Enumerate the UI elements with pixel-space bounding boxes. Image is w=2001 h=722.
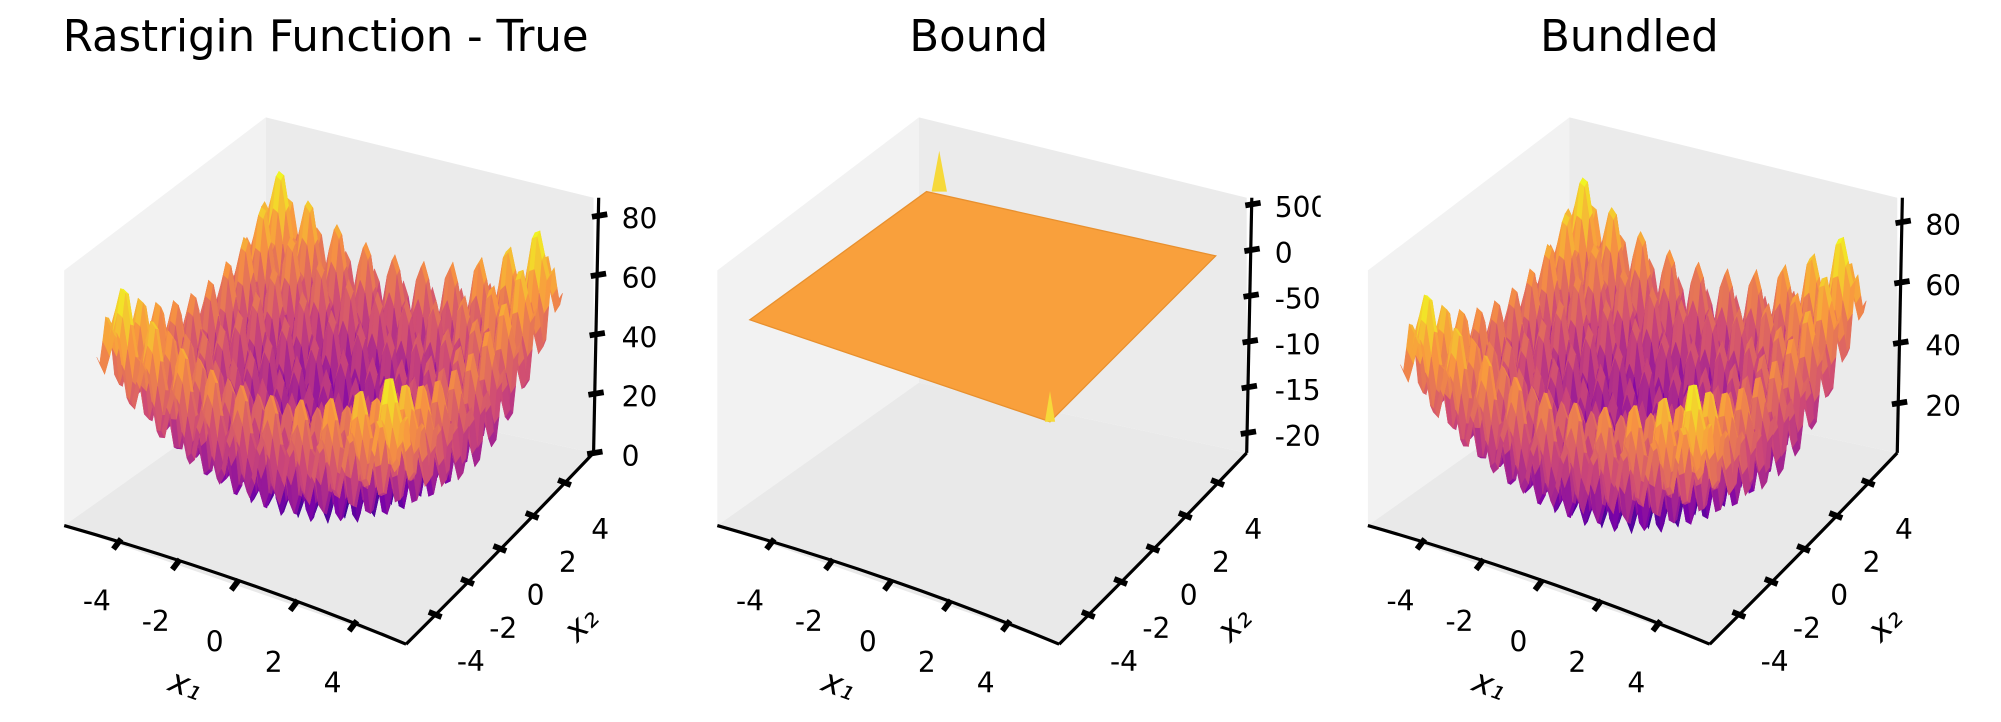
- x-axis-label: x₁: [816, 660, 861, 708]
- x-tick: [170, 557, 183, 572]
- z-tick-label: -500: [1275, 283, 1339, 316]
- y-tick: [524, 510, 540, 521]
- y-tick-label: 4: [591, 513, 609, 546]
- x-tick: [764, 537, 777, 551]
- y-tick-label: 0: [527, 579, 545, 612]
- y-tick: [427, 609, 443, 620]
- z-tick: [1244, 200, 1262, 209]
- x-tick-label: 2: [265, 646, 283, 679]
- x-tick-label: 4: [977, 666, 995, 699]
- x-tick: [229, 578, 242, 592]
- x-tick-label: 2: [918, 646, 936, 679]
- y-tick: [460, 576, 475, 587]
- z-tick: [591, 211, 608, 220]
- y-axis-label: x₂: [1208, 598, 1260, 650]
- surface: [1400, 177, 1867, 535]
- y-tick: [1080, 609, 1096, 620]
- y-tick: [492, 543, 508, 554]
- y-tick-label: -2: [489, 612, 517, 645]
- z-tick: [586, 448, 603, 457]
- x-tick-label: 4: [324, 666, 342, 699]
- z-axis-line: [591, 197, 601, 453]
- surface: [96, 170, 563, 524]
- x-tick: [823, 557, 836, 572]
- z-tick-label: -2000: [1275, 420, 1357, 453]
- y-tick-label: 2: [559, 546, 577, 579]
- z-axis-line: [1245, 197, 1254, 453]
- z-tick-label: 500: [1275, 191, 1329, 224]
- z-tick: [1242, 337, 1259, 346]
- y-tick: [1113, 576, 1129, 587]
- z-tick: [1242, 291, 1260, 300]
- x-tick-label: 0: [206, 626, 224, 659]
- plane: [748, 190, 1217, 423]
- y-tick-label: 2: [1212, 546, 1230, 579]
- chart-title: Rastrigin Function - True: [63, 12, 589, 62]
- surface-cell: [391, 458, 400, 473]
- y-tick: [557, 477, 572, 488]
- x-tick-label: -4: [736, 585, 764, 618]
- z-tick-label: 80: [622, 203, 658, 236]
- x-tick: [941, 598, 954, 613]
- chart-title: Bound: [909, 12, 1048, 62]
- z-tick: [590, 270, 607, 279]
- pane-left: [1367, 117, 1570, 526]
- x-tick-label: -2: [795, 605, 823, 638]
- y-tick: [1177, 510, 1193, 521]
- z-tick: [1241, 382, 1258, 392]
- y-axis-label: x₂: [555, 598, 607, 650]
- x-tick: [111, 537, 124, 551]
- y-tick-label: 0: [1180, 579, 1198, 612]
- z-tick-label: -1000: [1275, 328, 1357, 361]
- y-tick: [1210, 477, 1226, 488]
- z-tick: [1240, 428, 1257, 437]
- spike: [1044, 391, 1056, 422]
- x-tick-label: -2: [142, 605, 170, 638]
- z-tick-label: 0: [1275, 237, 1293, 270]
- y-tick-label: -2: [1142, 612, 1170, 645]
- z-tick-label: -1500: [1275, 374, 1357, 407]
- z-tick: [1243, 245, 1261, 254]
- x-tick: [287, 598, 301, 613]
- x-tick: [882, 578, 895, 592]
- z-tick-label: 60: [622, 262, 658, 295]
- x-tick-label: 0: [859, 626, 877, 659]
- y-tick-label: 4: [1244, 513, 1262, 546]
- x-axis-label: x₁: [163, 660, 208, 708]
- z-tick: [589, 330, 606, 339]
- x-tick-label: -4: [83, 585, 111, 618]
- z-tick: [587, 389, 605, 398]
- x-tick: [346, 618, 360, 633]
- y-tick: [1145, 543, 1161, 554]
- spike: [931, 150, 947, 192]
- z-tick-label: 0: [622, 440, 640, 473]
- x-tick: [1000, 618, 1013, 633]
- y-tick-label: -4: [457, 645, 485, 678]
- y-axis-line: [404, 451, 595, 646]
- z-tick-label: 40: [622, 321, 658, 354]
- y-axis-line: [1058, 451, 1248, 646]
- y-tick-label: -4: [1110, 645, 1138, 678]
- z-tick-label: 20: [622, 381, 658, 414]
- panel: -4-2024-4-20245000-500-1000-1500-2000x₁x…: [716, 117, 1357, 708]
